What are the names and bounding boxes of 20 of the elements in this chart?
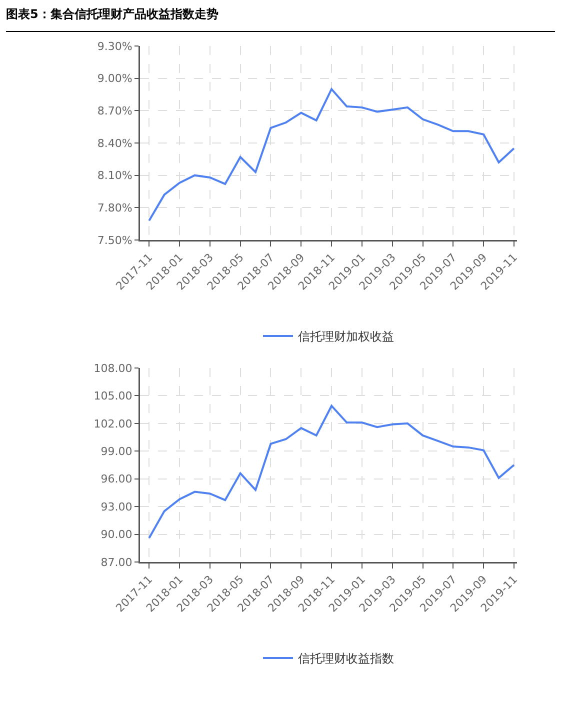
y-tick-label: 8.70%: [97, 104, 132, 118]
legend-label: 信托理财加权收益: [298, 330, 394, 344]
y-tick-label: 9.00%: [97, 72, 132, 86]
y-tick-label: 105.00: [94, 390, 132, 403]
y-tick-label: 96.00: [100, 472, 132, 486]
y-tick-label: 7.80%: [97, 202, 132, 215]
y-tick-label: 90.00: [100, 528, 132, 542]
line-series: [148, 404, 515, 539]
y-tick-label: 108.00: [94, 362, 132, 375]
y-tick-label: 99.00: [100, 444, 132, 458]
legend-label: 信托理财收益指数: [298, 652, 394, 666]
y-tick-label: 7.50%: [97, 234, 132, 247]
chart-title: 图表5：集合信托理财产品收益指数走势: [6, 6, 555, 32]
y-tick-label: 8.10%: [97, 169, 132, 182]
y-tick-label: 93.00: [100, 500, 132, 514]
y-tick-label: 87.00: [100, 556, 132, 569]
y-tick-label: 102.00: [94, 417, 132, 430]
line-series: [148, 88, 515, 222]
y-tick-label: 9.30%: [97, 40, 132, 53]
y-tick-label: 8.40%: [97, 136, 132, 150]
